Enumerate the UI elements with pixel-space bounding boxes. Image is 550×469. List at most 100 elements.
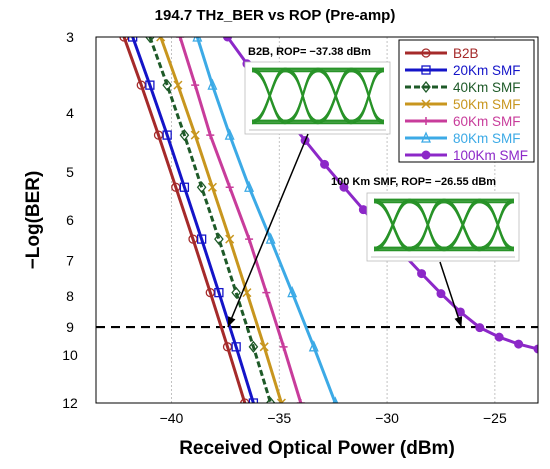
- annotation-100km: 100 Km SMF, ROP= −26.55 dBm: [331, 176, 496, 188]
- data-point: [224, 128, 235, 140]
- data-point: [173, 80, 183, 90]
- series-line: [122, 37, 247, 403]
- data-point: [119, 37, 129, 42]
- data-point: [308, 340, 319, 352]
- chart-title: 194.7 THz_BER vs ROP (Pre-amp): [155, 7, 396, 24]
- y-tick-label: 12: [62, 395, 78, 411]
- legend-marker: [420, 131, 432, 143]
- data-point: [207, 78, 218, 90]
- data-point: [265, 396, 276, 403]
- data-point: [225, 234, 235, 244]
- series-4: [176, 37, 305, 403]
- data-point: [244, 180, 255, 192]
- series-line: [195, 37, 337, 403]
- data-point: [145, 80, 155, 90]
- legend-label: 80Km SMF: [453, 131, 521, 146]
- data-point: [190, 130, 200, 140]
- series-0: [119, 37, 250, 403]
- annotation-arrows: [227, 133, 463, 328]
- annotation-b2b: B2B, ROP= −37.38 dBm: [248, 46, 371, 58]
- data-point: [514, 339, 524, 349]
- data-point: [494, 332, 504, 342]
- data-point: [162, 130, 172, 140]
- data-point: [245, 235, 254, 244]
- legend-label: 20Km SMF: [453, 63, 521, 78]
- eye-diagram-100km: [366, 192, 520, 262]
- y-tick-label: 6: [66, 212, 74, 228]
- y-tick-label: 7: [66, 253, 74, 269]
- legend-item: 20Km SMF: [405, 63, 521, 78]
- data-point: [223, 37, 233, 42]
- data-point: [265, 232, 276, 244]
- y-tick-label: 5: [66, 164, 74, 180]
- data-point: [207, 182, 217, 192]
- legend-marker: [421, 150, 431, 160]
- y-ticks: 3 4 5 6 7 8 9 10 12: [62, 29, 78, 411]
- x-tick-label: −25: [483, 410, 507, 426]
- eye-diagram-b2b: [244, 61, 391, 135]
- data-point: [248, 398, 259, 403]
- data-point: [358, 205, 368, 215]
- x-tick-label: −40: [160, 410, 184, 426]
- series-line: [131, 37, 255, 403]
- y-tick-label: 3: [66, 29, 74, 45]
- legend-item: 100Km SMF: [405, 148, 528, 163]
- y-tick-label: 10: [62, 347, 78, 363]
- series-2: [145, 37, 276, 403]
- data-point: [262, 288, 271, 297]
- y-tick-label: 4: [66, 105, 74, 121]
- data-point: [436, 289, 446, 299]
- plot-area: [96, 37, 538, 403]
- data-point: [145, 37, 155, 44]
- x-tick-label: −35: [267, 410, 291, 426]
- data-point: [128, 37, 138, 42]
- data-point: [191, 81, 200, 90]
- legend-label: B2B: [453, 46, 479, 61]
- x-tick-label: −30: [375, 410, 399, 426]
- data-point: [248, 340, 259, 353]
- x-axis-title: Received Optical Power (dBm): [179, 438, 455, 459]
- data-point: [214, 233, 224, 246]
- legend-label: 40Km SMF: [453, 80, 521, 95]
- data-point: [196, 181, 207, 194]
- data-point: [179, 182, 190, 192]
- series-3: [156, 37, 286, 403]
- legend-label: 50Km SMF: [453, 97, 521, 112]
- data-point: [176, 37, 185, 41]
- legend-item: 60Km SMF: [405, 114, 521, 129]
- data-point: [192, 37, 203, 42]
- legend-label: 60Km SMF: [453, 114, 521, 129]
- legend-item: 50Km SMF: [405, 97, 521, 112]
- legend-marker: [421, 99, 431, 109]
- legend-item: 40Km SMF: [405, 80, 521, 95]
- y-axis-title: −Log(BER): [23, 171, 44, 270]
- series-line: [178, 37, 303, 403]
- data-point: [156, 37, 166, 42]
- data-point: [206, 131, 215, 140]
- legend-item: B2B: [405, 46, 479, 61]
- data-point: [276, 398, 286, 403]
- series-1: [128, 37, 259, 403]
- series-line: [159, 37, 283, 403]
- data-point: [533, 344, 538, 354]
- y-tick-label: 8: [66, 288, 74, 304]
- legend-marker: [421, 80, 431, 94]
- data-point: [320, 159, 330, 169]
- data-point: [475, 323, 485, 333]
- data-point: [279, 342, 288, 351]
- data-point: [179, 129, 190, 142]
- data-point: [259, 342, 269, 352]
- data-point: [242, 288, 252, 298]
- legend-marker: [421, 65, 431, 75]
- data-point: [240, 398, 250, 403]
- legend-item: 80Km SMF: [405, 131, 521, 146]
- legend-label: 100Km SMF: [453, 148, 528, 163]
- data-point: [339, 182, 349, 192]
- x-ticks: −40 −35 −30 −25: [160, 410, 507, 426]
- data-point: [296, 399, 305, 403]
- data-point: [417, 269, 427, 279]
- data-point: [231, 342, 241, 352]
- legend-marker: [421, 48, 431, 58]
- series-5: [192, 37, 339, 403]
